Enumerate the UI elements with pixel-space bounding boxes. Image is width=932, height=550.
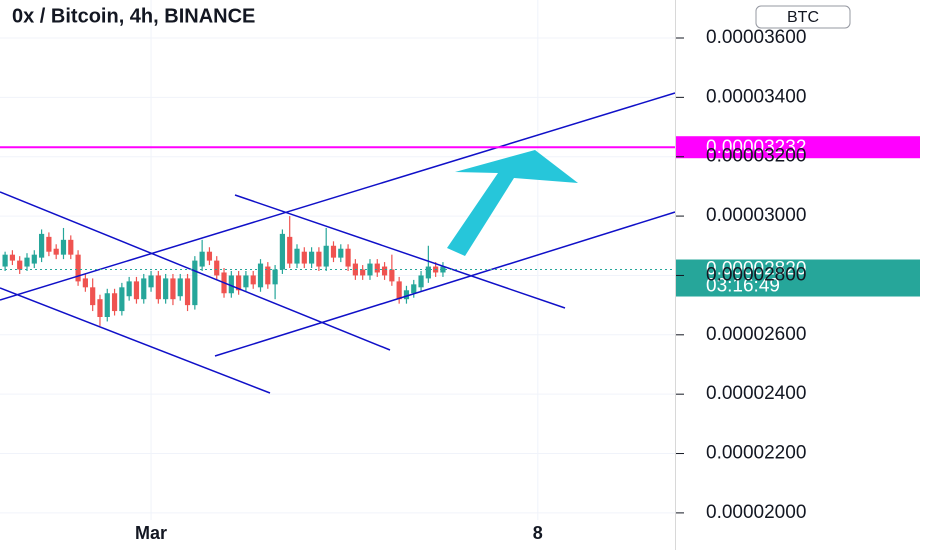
- trend-line: [234, 194, 566, 309]
- candle-body: [9, 254, 16, 261]
- candle-body: [38, 233, 45, 258]
- y-tick-label: 0.00003000: [706, 205, 806, 226]
- candle-body: [148, 275, 154, 288]
- candle-body: [133, 281, 140, 300]
- last-price-box: [676, 259, 920, 297]
- currency-button[interactable]: [755, 5, 851, 29]
- countdown-label: 03:16:49: [706, 276, 780, 297]
- candle-body: [170, 278, 176, 300]
- candle-body: [228, 275, 234, 294]
- candle-body: [294, 248, 300, 264]
- candle-body: [308, 251, 315, 264]
- candle-body: [389, 269, 395, 282]
- candle-body: [257, 263, 264, 288]
- y-tick-label: 0.00002600: [706, 324, 806, 345]
- candle-body: [381, 266, 388, 276]
- y-tick-label: 0.00003600: [706, 27, 806, 48]
- candle-body: [425, 266, 431, 279]
- candle-body: [192, 260, 198, 306]
- x-tick-label: Mar: [135, 523, 167, 543]
- currency-label[interactable]: BTC: [787, 9, 819, 26]
- candle-body: [214, 260, 220, 276]
- candle-body: [403, 290, 410, 300]
- candle-body: [243, 275, 249, 288]
- trend-line: [0, 92, 676, 301]
- candle-body: [287, 236, 293, 264]
- candle-body: [418, 275, 424, 288]
- arrow: [447, 150, 578, 256]
- candle-body: [396, 281, 402, 300]
- grid: [0, 0, 675, 520]
- candle-body: [53, 248, 59, 255]
- candle-body: [184, 278, 191, 306]
- candle-body: [90, 287, 96, 306]
- candle-body: [206, 251, 213, 261]
- candle-body: [440, 266, 446, 273]
- trend-lines: [0, 92, 676, 394]
- candle-body: [338, 248, 344, 258]
- candle-body: [316, 251, 322, 267]
- candle-body: [17, 260, 23, 270]
- y-tick-label: 0.00002400: [706, 383, 806, 404]
- candle-body: [82, 278, 88, 288]
- candle-body: [272, 269, 278, 285]
- candle-body: [2, 254, 8, 267]
- candle-body: [60, 239, 67, 255]
- candle-body: [236, 275, 242, 291]
- candle-body: [68, 239, 74, 255]
- candle-body: [24, 257, 30, 267]
- candle-body: [374, 263, 380, 273]
- candle-body: [279, 233, 286, 270]
- horizontal-line-label: 0.00003232: [706, 137, 806, 158]
- candles: [2, 216, 446, 326]
- trend-line: [0, 191, 391, 351]
- candle-body: [31, 254, 37, 264]
- candle-body: [155, 275, 161, 300]
- candle-body: [126, 281, 132, 297]
- y-tick-label: 0.00002000: [706, 502, 806, 523]
- candle-body: [360, 269, 366, 276]
- candle-body: [330, 245, 337, 258]
- candle-body: [345, 248, 351, 267]
- candle-body: [367, 263, 373, 276]
- y-tick-label: 0.00002800: [706, 264, 806, 285]
- candle-body: [323, 245, 329, 267]
- trend-line: [214, 211, 676, 357]
- candle-body: [250, 275, 256, 285]
- candle-body: [141, 278, 147, 300]
- last-price-label: 0.00002820: [706, 259, 806, 280]
- candle-body: [301, 251, 307, 264]
- x-tick-label: 8: [533, 523, 543, 543]
- candle-body: [265, 266, 271, 285]
- candle-body: [177, 278, 183, 297]
- trend-line: [0, 287, 271, 394]
- candle-body: [111, 293, 118, 312]
- candle-body: [46, 236, 52, 252]
- candle-body: [411, 284, 417, 294]
- chart-title: 0x / Bitcoin, 4h, BINANCE: [12, 5, 255, 27]
- y-tick-label: 0.00003200: [706, 146, 806, 167]
- y-tick-label: 0.00003400: [706, 86, 806, 107]
- candle-body: [199, 251, 205, 267]
- candle-body: [97, 299, 103, 317]
- horizontal-line-label-box: [676, 136, 920, 159]
- y-tick-label: 0.00002200: [706, 443, 806, 464]
- candle-body: [104, 293, 110, 317]
- candle-body: [75, 254, 81, 282]
- candle-body: [163, 278, 169, 300]
- candle-body: [119, 287, 125, 312]
